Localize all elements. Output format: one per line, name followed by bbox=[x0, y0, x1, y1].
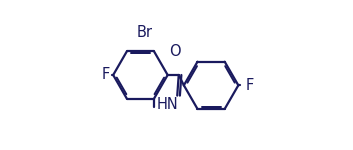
Text: F: F bbox=[246, 78, 254, 93]
Text: F: F bbox=[101, 68, 109, 82]
Text: Br: Br bbox=[137, 25, 153, 40]
Text: HN: HN bbox=[156, 97, 178, 112]
Text: O: O bbox=[169, 44, 180, 59]
